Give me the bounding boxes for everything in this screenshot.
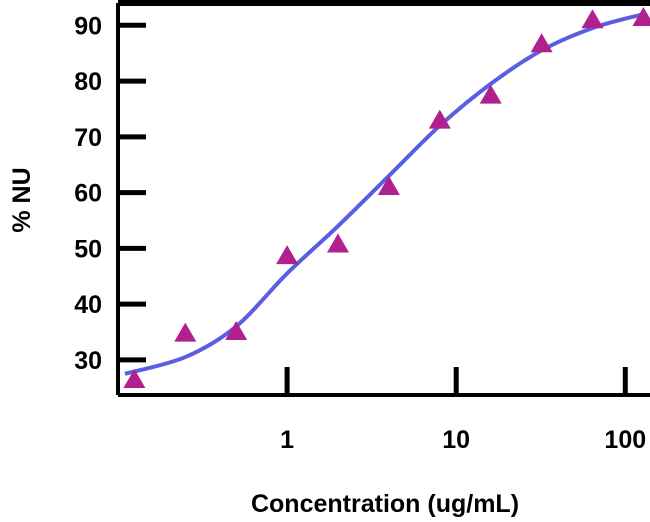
y-tick-label: 80 xyxy=(74,68,102,96)
data-point-triangle xyxy=(276,245,299,265)
y-tick-label: 30 xyxy=(74,347,102,375)
x-tick-label: 1 xyxy=(280,426,294,454)
data-point-triangle xyxy=(581,9,604,29)
plot-area xyxy=(116,0,650,397)
data-point-triangle xyxy=(225,320,248,340)
y-tick-label: 70 xyxy=(74,124,102,152)
y-tick-label: 50 xyxy=(74,235,102,263)
y-tick-label: 90 xyxy=(74,12,102,40)
data-point-triangle xyxy=(479,84,502,104)
y-tick-label: 40 xyxy=(74,291,102,319)
y-axis: 30 40 50 60 70 80 90 xyxy=(74,12,146,375)
x-tick-label: 100 xyxy=(604,426,646,454)
data-point-triangle xyxy=(174,322,197,342)
y-tick-label: 60 xyxy=(74,180,102,208)
data-point-triangle xyxy=(530,33,553,53)
data-point-triangle xyxy=(123,368,146,388)
y-axis-label: % NU xyxy=(8,167,36,232)
data-point-triangle xyxy=(632,7,650,27)
x-axis: 1 10 100 xyxy=(280,367,646,454)
data-point-triangle xyxy=(377,176,400,196)
x-axis-label: Concentration (ug/mL) xyxy=(251,490,519,518)
fit-curve xyxy=(124,12,644,376)
x-tick-label: 10 xyxy=(442,426,470,454)
data-point-triangle xyxy=(428,109,451,129)
data-point-triangle xyxy=(326,233,349,253)
